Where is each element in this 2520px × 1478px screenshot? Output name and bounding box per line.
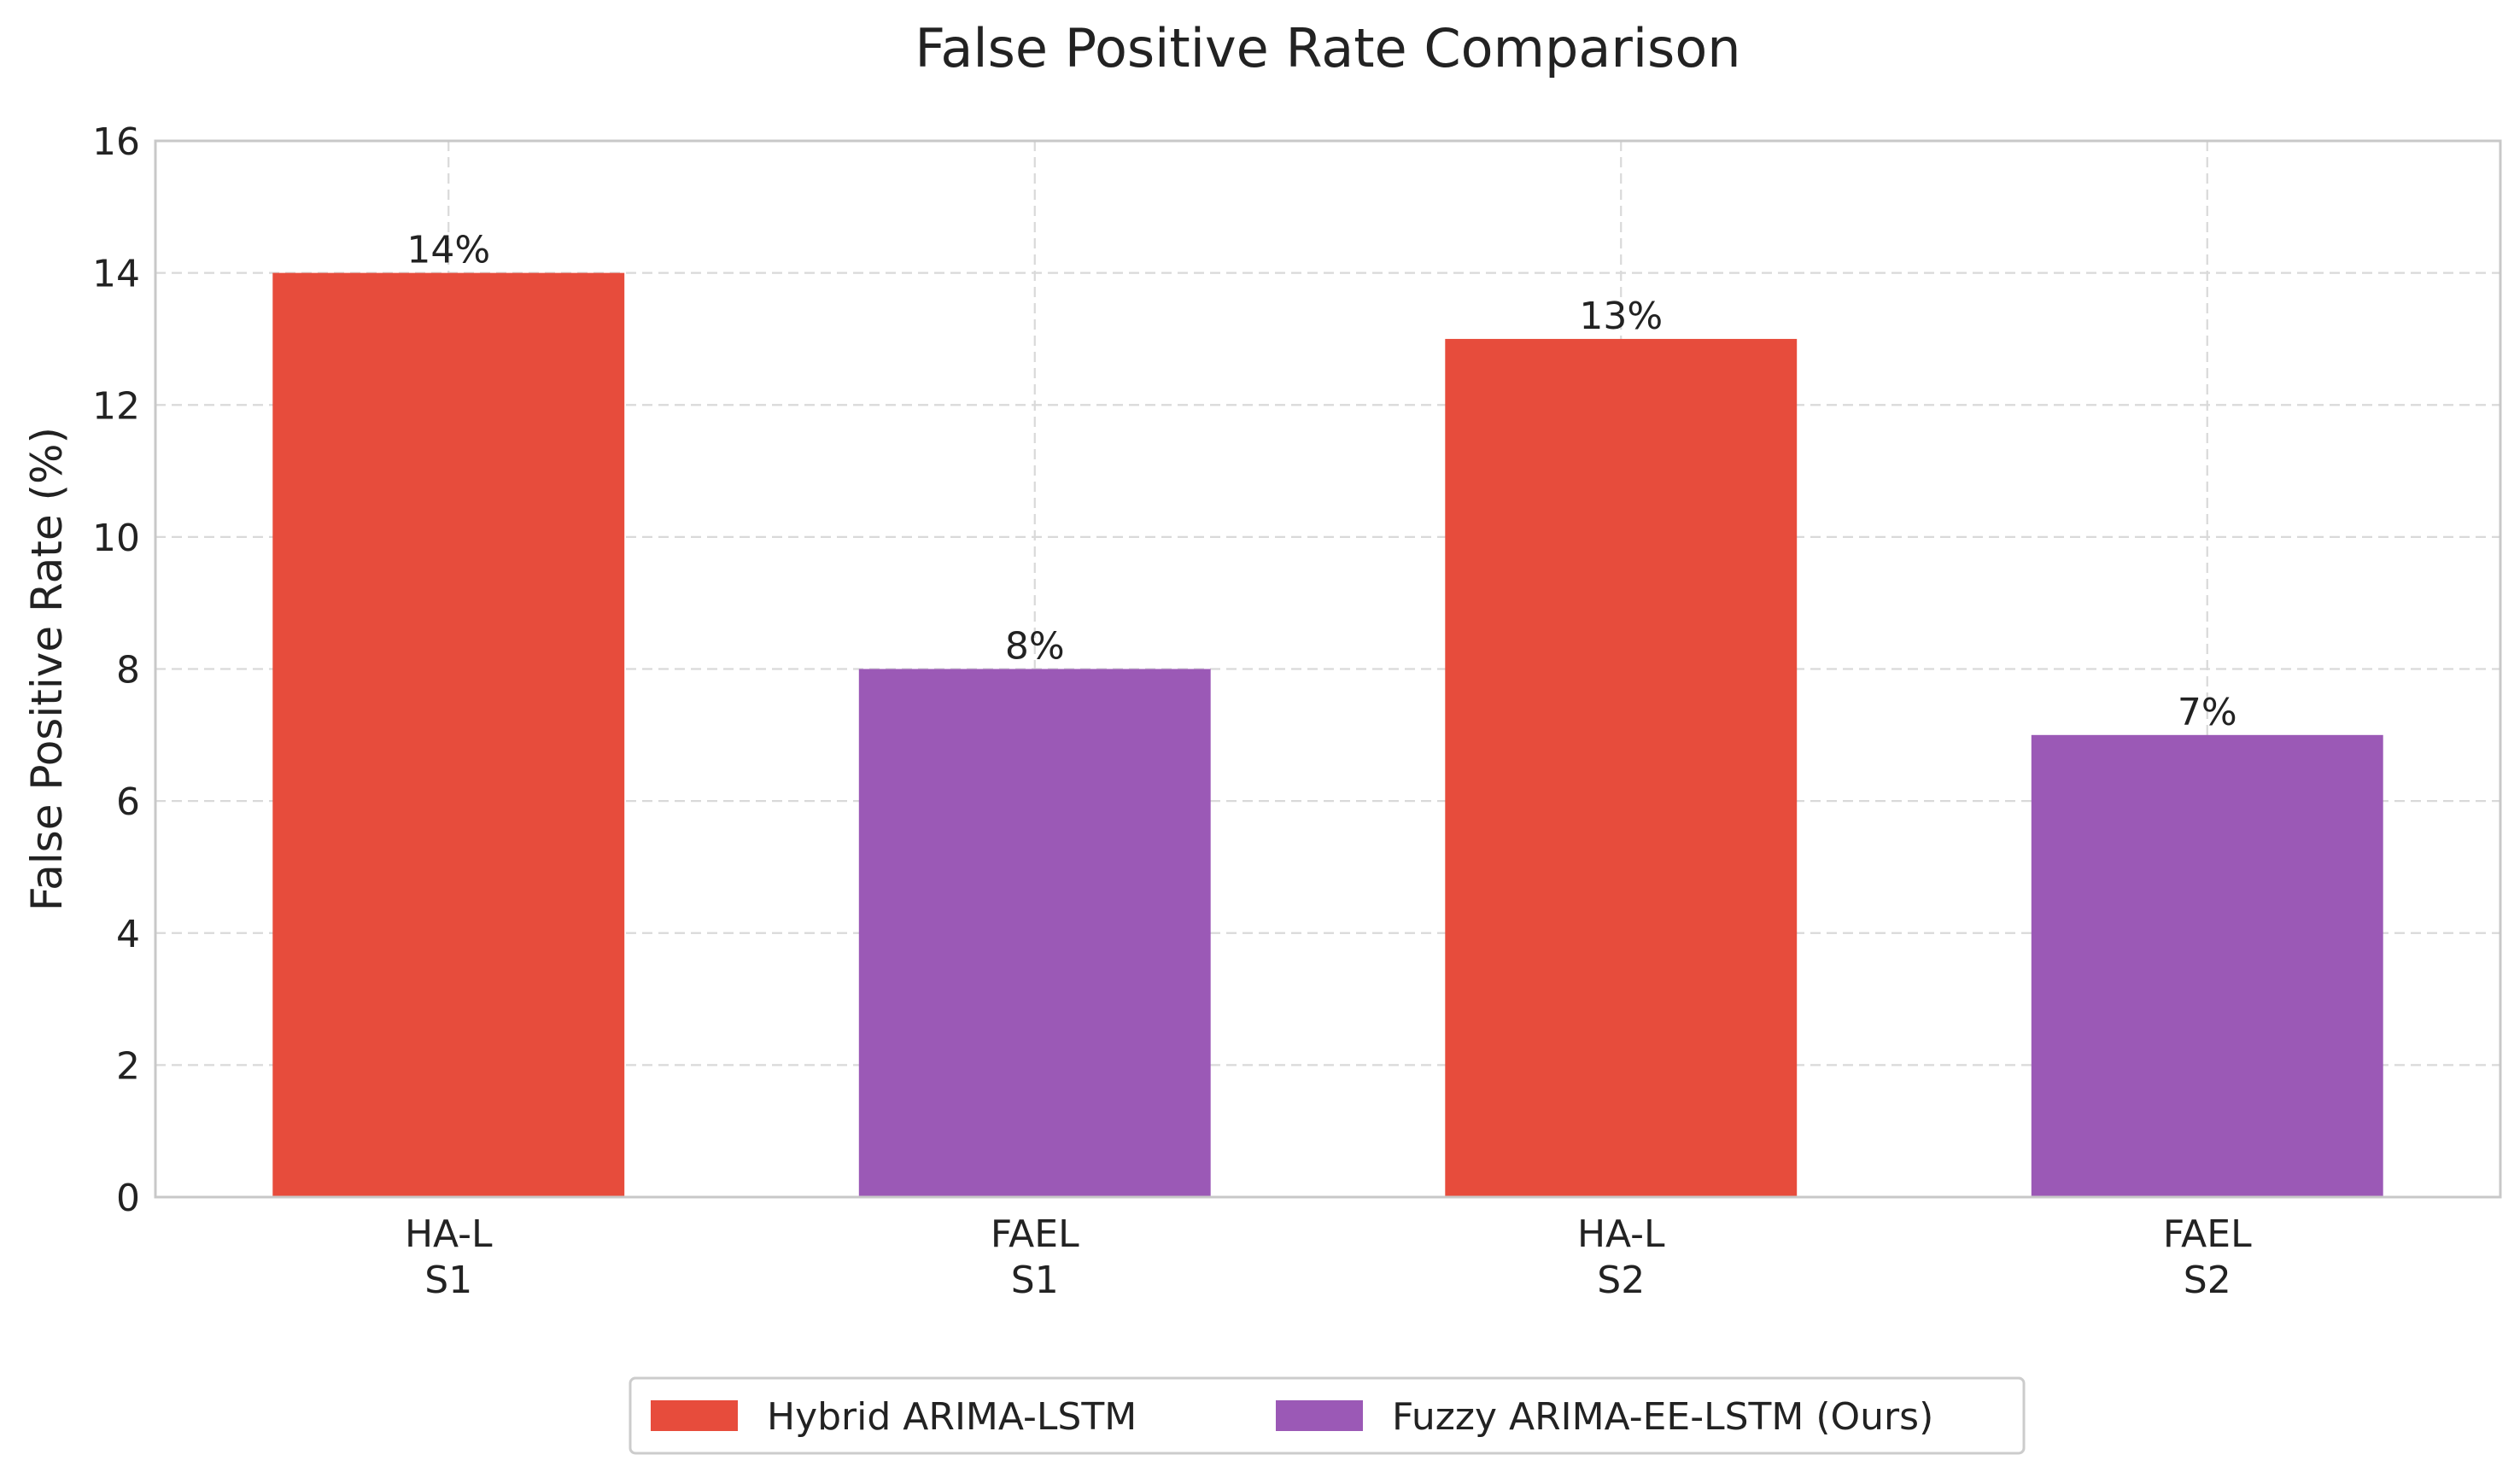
data-label: 13% [1579, 295, 1663, 338]
x-tick-label-line: HA-L [1577, 1212, 1665, 1256]
y-tick-label: 2 [116, 1044, 140, 1088]
bar-ha-l-s1 [272, 272, 625, 1197]
x-tick-label-line: HA-L [405, 1212, 493, 1256]
y-tick-label: 10 [92, 517, 140, 560]
x-tick-label-line: S1 [424, 1259, 472, 1302]
data-label: 7% [2178, 691, 2237, 734]
y-tick-label: 4 [116, 913, 140, 956]
legend-label[interactable]: Fuzzy ARIMA-EE-LSTM (Ours) [1392, 1395, 1933, 1439]
chart-title: False Positive Rate Comparison [915, 17, 1740, 79]
y-tick-label: 16 [92, 120, 140, 164]
y-axis-label: False Positive Rate (%) [22, 427, 72, 911]
legend[interactable]: Hybrid ARIMA-LSTM Fuzzy ARIMA-EE-LSTM (Ou… [629, 1376, 2026, 1455]
x-tick-label-line: S2 [2184, 1259, 2231, 1302]
y-tick-label: 6 [116, 780, 140, 824]
x-tick-label: FAEL S1 [991, 1212, 1079, 1302]
y-tick-label: 8 [116, 649, 140, 692]
bar-fael-s1 [858, 669, 1211, 1197]
x-tick-label-line: S2 [1597, 1259, 1645, 1302]
x-tick-label-line: FAEL [2163, 1212, 2252, 1256]
y-tick-label: 14 [92, 253, 140, 296]
plot-frame [154, 139, 2502, 1199]
bar-ha-l-s2 [1445, 338, 1798, 1197]
x-tick-label-line: S1 [1011, 1259, 1059, 1302]
legend-swatch[interactable] [1276, 1400, 1363, 1431]
data-label: 14% [406, 229, 490, 272]
legend-swatch[interactable] [651, 1400, 738, 1431]
data-label: 8% [1005, 625, 1065, 669]
data-labels: 14% 8% 13% 7% [406, 229, 2236, 734]
bar-fael-s2 [2031, 734, 2383, 1197]
x-tick-label: FAEL S2 [2163, 1212, 2252, 1302]
legend-label[interactable]: Hybrid ARIMA-LSTM [767, 1395, 1137, 1439]
bars [272, 272, 2383, 1197]
x-tick-label-line: FAEL [991, 1212, 1079, 1256]
x-tick-label: HA-L S1 [405, 1212, 493, 1302]
x-tick-label: HA-L S2 [1577, 1212, 1665, 1302]
y-tick-label: 0 [116, 1177, 140, 1220]
y-tick-label: 12 [92, 384, 140, 428]
